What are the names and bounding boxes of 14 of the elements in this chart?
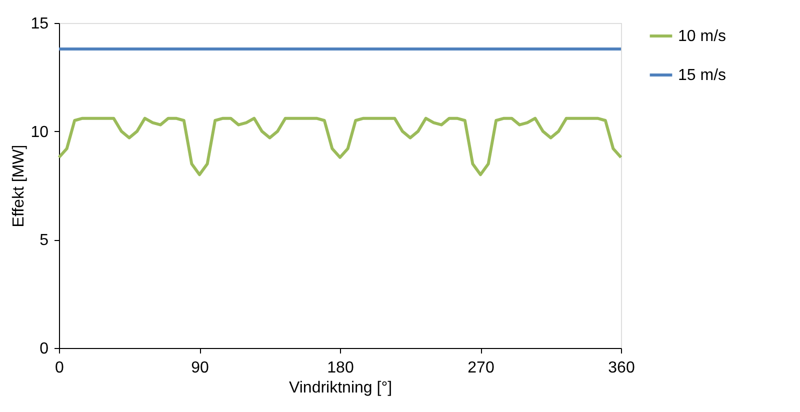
legend-label: 15 m/s bbox=[678, 67, 726, 84]
legend-label: 10 m/s bbox=[678, 28, 726, 45]
x-tick-label: 90 bbox=[191, 360, 209, 376]
x-tick-label: 360 bbox=[608, 360, 635, 376]
x-tick-label: 0 bbox=[55, 360, 64, 376]
x-axis-title: Vindriktning [°] bbox=[288, 380, 392, 396]
x-tick-label: 270 bbox=[468, 360, 494, 376]
y-tick-label: 10 bbox=[30, 124, 49, 141]
x-tick-label: 180 bbox=[327, 360, 354, 376]
line-series bbox=[58, 116, 622, 176]
y-tick-label: 15 bbox=[30, 16, 49, 32]
y-tick-label: 5 bbox=[40, 232, 49, 250]
y-tick-label: 0 bbox=[40, 340, 49, 358]
y-axis-title: Effekt [MW] bbox=[10, 144, 28, 228]
